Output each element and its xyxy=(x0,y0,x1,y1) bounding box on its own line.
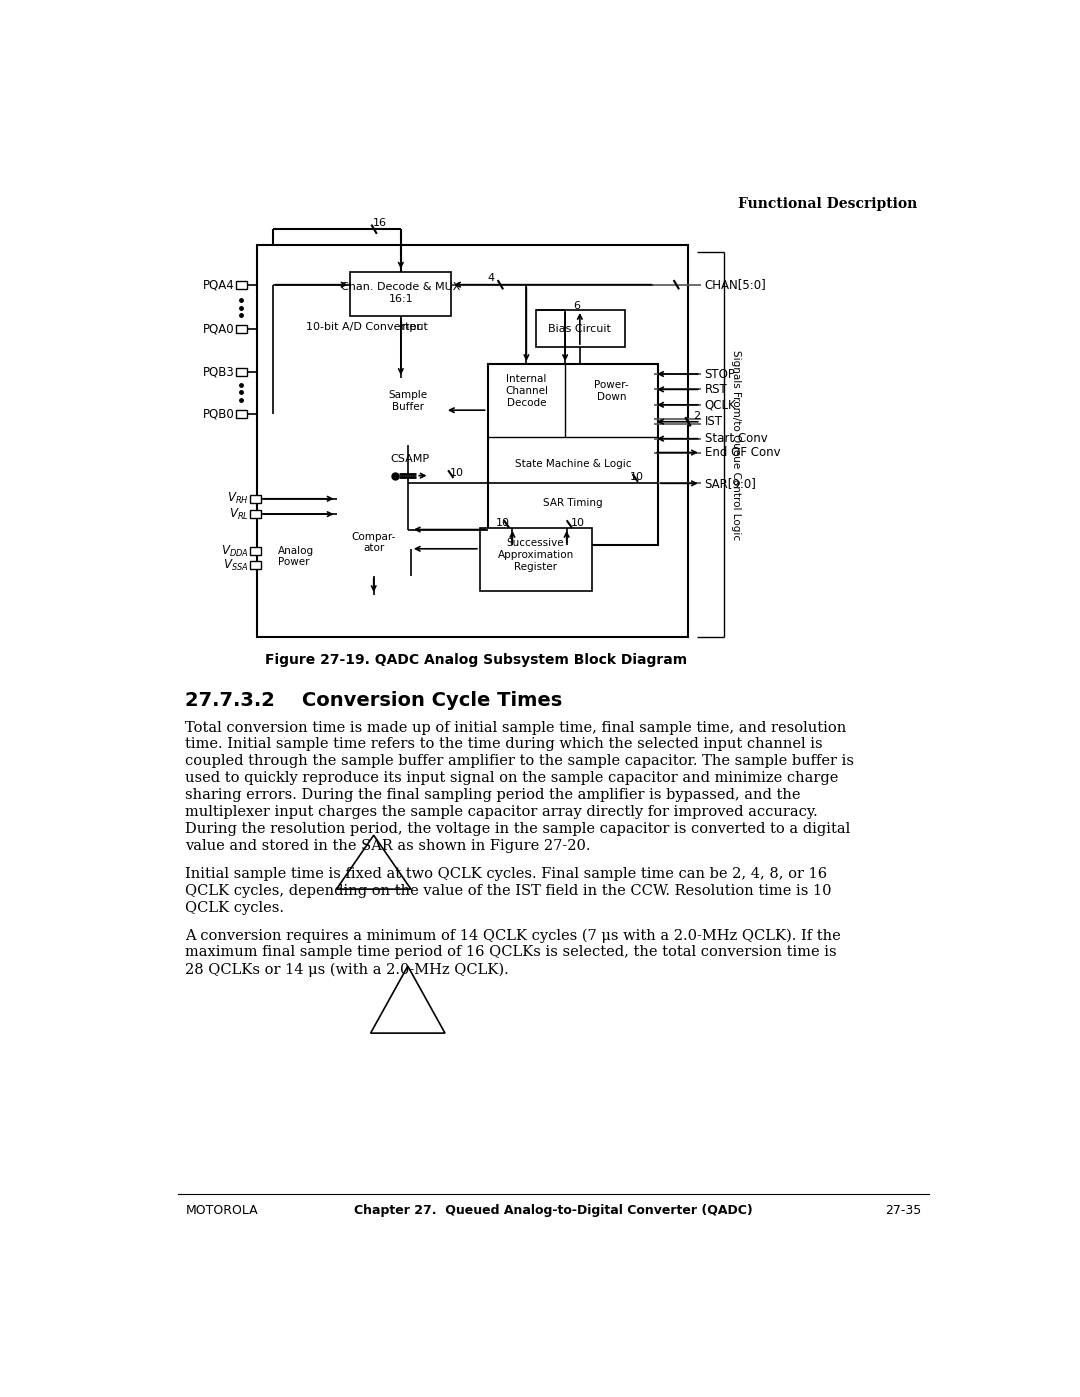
Text: State Machine & Logic: State Machine & Logic xyxy=(515,460,631,469)
Polygon shape xyxy=(337,835,410,888)
Text: Input: Input xyxy=(400,323,429,332)
Text: Sample
Buffer: Sample Buffer xyxy=(388,390,428,412)
Text: coupled through the sample buffer amplifier to the sample capacitor. The sample : coupled through the sample buffer amplif… xyxy=(186,754,854,768)
Bar xyxy=(235,281,246,289)
Text: 2: 2 xyxy=(693,411,700,420)
Text: Signals From/to Queue Control Logic: Signals From/to Queue Control Logic xyxy=(731,349,741,539)
Text: Internal
Channel
Decode: Internal Channel Decode xyxy=(504,374,548,408)
Text: $V_{RL}$: $V_{RL}$ xyxy=(229,507,248,521)
Text: During the resolution period, the voltage in the sample capacitor is converted t: During the resolution period, the voltag… xyxy=(186,823,851,837)
Text: multiplexer input charges the sample capacitor array directly for improved accur: multiplexer input charges the sample cap… xyxy=(186,805,819,819)
Text: $V_{RH}$: $V_{RH}$ xyxy=(227,492,248,506)
Text: 27.7.3.2    Conversion Cycle Times: 27.7.3.2 Conversion Cycle Times xyxy=(186,692,563,710)
Text: CSAMP: CSAMP xyxy=(391,454,430,464)
Text: 16: 16 xyxy=(373,218,387,228)
Text: 27-35: 27-35 xyxy=(886,1204,921,1218)
Text: CHAN[5:0]: CHAN[5:0] xyxy=(704,278,767,291)
Bar xyxy=(350,271,451,316)
Text: 10: 10 xyxy=(570,518,584,528)
Bar xyxy=(251,510,261,518)
Bar xyxy=(536,310,625,346)
Text: Bias Circuit: Bias Circuit xyxy=(549,324,611,334)
Text: maximum final sample time period of 16 QCLKs is selected, the total conversion t: maximum final sample time period of 16 Q… xyxy=(186,946,837,960)
Text: Functional Description: Functional Description xyxy=(739,197,918,211)
Text: QCLK cycles.: QCLK cycles. xyxy=(186,901,284,915)
Text: A conversion requires a minimum of 14 QCLK cycles (7 μs with a 2.0-MHz QCLK). If: A conversion requires a minimum of 14 QC… xyxy=(186,929,841,943)
Text: Successive
Approximation
Register: Successive Approximation Register xyxy=(498,538,573,571)
Text: sharing errors. During the final sampling period the amplifier is bypassed, and : sharing errors. During the final samplin… xyxy=(186,788,801,802)
Text: PQA4: PQA4 xyxy=(202,278,234,291)
Text: SAR Timing: SAR Timing xyxy=(543,497,603,507)
Bar xyxy=(235,411,246,418)
Text: 4: 4 xyxy=(488,272,495,282)
Text: SAR[9:0]: SAR[9:0] xyxy=(704,476,756,490)
Text: time. Initial sample time refers to the time during which the selected input cha: time. Initial sample time refers to the … xyxy=(186,738,823,752)
Text: $V_{SSA}$: $V_{SSA}$ xyxy=(224,557,248,573)
Polygon shape xyxy=(370,967,445,1034)
Text: 10: 10 xyxy=(631,472,644,482)
Text: Total conversion time is made up of initial sample time, final sample time, and : Total conversion time is made up of init… xyxy=(186,721,847,735)
Text: Analog
Power: Analog Power xyxy=(279,546,314,567)
Text: End OF Conv: End OF Conv xyxy=(704,446,780,460)
Text: 6: 6 xyxy=(572,302,580,312)
Text: PQA0: PQA0 xyxy=(203,323,234,335)
Text: IST: IST xyxy=(704,415,723,429)
Text: 16:1: 16:1 xyxy=(389,293,414,303)
Text: Compar-
ator: Compar- ator xyxy=(351,532,396,553)
Text: Chapter 27.  Queued Analog-to-Digital Converter (QADC): Chapter 27. Queued Analog-to-Digital Con… xyxy=(354,1204,753,1218)
Text: 10-bit A/D Converter: 10-bit A/D Converter xyxy=(306,323,420,332)
Text: QCLK: QCLK xyxy=(704,398,737,411)
Bar xyxy=(257,244,688,637)
Text: MOTOROLA: MOTOROLA xyxy=(186,1204,258,1218)
Bar xyxy=(251,548,261,555)
Text: STOP: STOP xyxy=(704,367,735,380)
Bar xyxy=(251,562,261,569)
Text: Figure 27-19. QADC Analog Subsystem Block Diagram: Figure 27-19. QADC Analog Subsystem Bloc… xyxy=(265,652,687,666)
Text: Initial sample time is fixed at two QCLK cycles. Final sample time can be 2, 4, : Initial sample time is fixed at two QCLK… xyxy=(186,866,827,880)
Bar xyxy=(235,367,246,376)
Text: RST: RST xyxy=(704,383,727,395)
Text: 28 QCLKs or 14 μs (with a 2.0-MHz QCLK).: 28 QCLKs or 14 μs (with a 2.0-MHz QCLK). xyxy=(186,963,509,977)
Text: Power-
Down: Power- Down xyxy=(594,380,629,402)
Text: value and stored in the SAR as shown in Figure 27-20.: value and stored in the SAR as shown in … xyxy=(186,840,591,854)
Text: QCLK cycles, depending on the value of the IST field in the CCW. Resolution time: QCLK cycles, depending on the value of t… xyxy=(186,884,832,898)
Text: PQB0: PQB0 xyxy=(202,408,234,420)
Text: used to quickly reproduce its input signal on the sample capacitor and minimize : used to quickly reproduce its input sign… xyxy=(186,771,839,785)
Text: Chan. Decode & MUX: Chan. Decode & MUX xyxy=(341,282,460,292)
Bar xyxy=(480,528,592,591)
Bar xyxy=(488,365,658,545)
Text: 10: 10 xyxy=(449,468,463,478)
Text: PQB3: PQB3 xyxy=(202,365,234,379)
Text: 10: 10 xyxy=(496,518,510,528)
Bar xyxy=(251,495,261,503)
Text: Start Conv: Start Conv xyxy=(704,432,768,446)
Bar xyxy=(235,326,246,334)
Text: $V_{DDA}$: $V_{DDA}$ xyxy=(221,543,248,559)
